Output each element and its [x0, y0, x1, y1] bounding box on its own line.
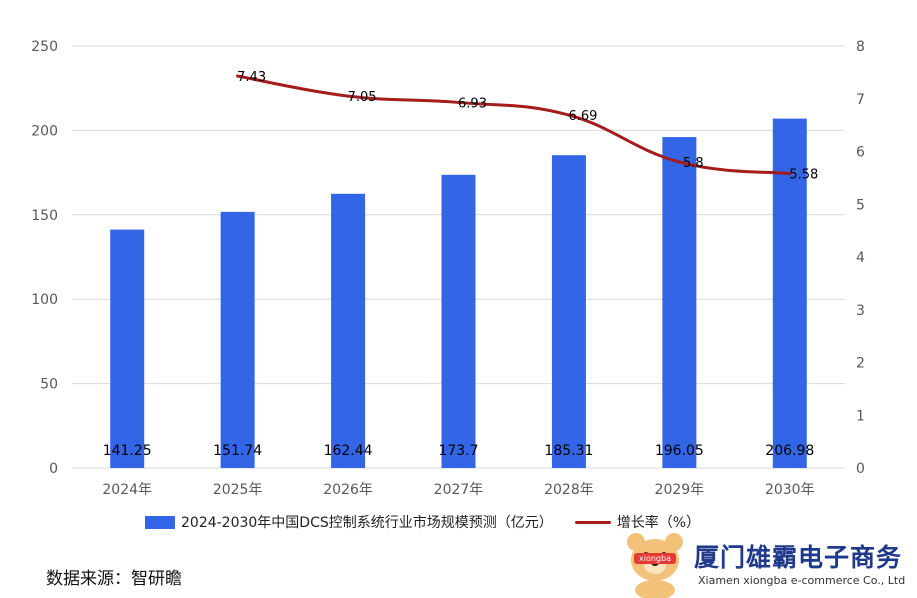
bar-value-label: 162.44	[324, 443, 373, 459]
bar-value-label: 151.74	[213, 443, 262, 459]
y-right-tick-label: 7	[856, 92, 865, 108]
brand-subtitle: Xiamen xiongba e-commerce Co., Ltd	[698, 574, 906, 587]
legend-bar-swatch	[145, 515, 175, 529]
bar-value-label: 206.98	[765, 443, 814, 459]
x-tick-label: 2026年	[323, 482, 373, 498]
growth-point	[788, 172, 792, 176]
growth-point	[236, 74, 240, 78]
bar-value-label: 185.31	[544, 443, 593, 459]
y-left-tick-label: 250	[31, 39, 58, 55]
legend-line-label: 增长率（%）	[616, 515, 701, 531]
growth-value-label: 6.93	[458, 96, 487, 111]
bar-series: 141.25 151.74 162.44 173.7 185.31 196.05 206.9…	[103, 118, 814, 469]
legend-line-swatch	[574, 520, 611, 524]
bar	[772, 118, 807, 468]
y-axis-left: 0 50 100 150 200 250	[31, 39, 58, 477]
x-tick-label: 2030年	[765, 482, 815, 498]
x-axis: 2024年 2025年 2026年 2027年 2028年 2029年 2030年	[102, 482, 814, 498]
x-tick-label: 2029年	[655, 482, 705, 498]
bar	[220, 211, 255, 468]
bar-value-label: 196.05	[655, 443, 704, 459]
bar-value-label: 173.7	[438, 443, 478, 459]
growth-value-label: 7.43	[237, 70, 266, 85]
growth-point	[346, 94, 350, 98]
bar	[441, 174, 476, 468]
y-left-tick-label: 150	[31, 208, 58, 224]
y-right-tick-label: 2	[856, 356, 865, 372]
y-left-tick-label: 0	[49, 461, 58, 477]
growth-value-label: 7.05	[348, 90, 377, 105]
growth-value-label: 5.8	[683, 156, 704, 171]
bar	[110, 229, 145, 468]
y-left-tick-label: 50	[40, 377, 58, 393]
x-tick-label: 2028年	[544, 482, 594, 498]
y-axis-right: 0 1 2 3 4 5 6 7 8	[856, 39, 865, 477]
growth-point	[677, 160, 681, 164]
growth-value-label: 6.69	[568, 109, 597, 124]
bar	[662, 137, 697, 468]
growth-point	[457, 100, 460, 104]
y-left-tick-label: 200	[31, 123, 58, 139]
brand-name: 厦门雄霸电子商务	[694, 543, 903, 572]
y-right-tick-label: 8	[856, 39, 865, 55]
growth-value-label: 5.58	[789, 168, 818, 183]
bar-value-label: 141.25	[103, 443, 152, 459]
x-tick-label: 2024年	[102, 482, 152, 498]
x-tick-label: 2025年	[213, 482, 263, 498]
growth-point	[567, 113, 571, 117]
y-right-tick-label: 5	[856, 197, 865, 213]
legend-bar-label: 2024-2030年中国DCS控制系统行业市场规模预测（亿元）	[181, 515, 553, 531]
bar	[551, 155, 586, 468]
bear-mascot-icon: xiongba	[627, 533, 683, 598]
growth-line-series: 7.43 7.05 6.93 6.69 5.8 5.58	[236, 70, 818, 183]
y-right-tick-label: 3	[856, 303, 865, 319]
x-tick-label: 2027年	[434, 482, 484, 498]
brand-logo: xiongba 厦门雄霸电子商务 Xiamen xiongba e-commer…	[620, 528, 917, 598]
y-right-tick-label: 0	[856, 461, 865, 477]
y-right-tick-label: 1	[856, 408, 865, 424]
growth-line	[236, 74, 792, 176]
mascot-text: xiongba	[639, 554, 671, 563]
y-right-tick-label: 4	[856, 250, 865, 266]
y-right-tick-label: 6	[856, 145, 865, 161]
y-left-tick-label: 100	[31, 292, 58, 308]
legend: 2024-2030年中国DCS控制系统行业市场规模预测（亿元） 增长率（%）	[145, 512, 700, 532]
bar	[331, 193, 366, 469]
source-note: 数据来源：智研瞻	[46, 569, 182, 589]
